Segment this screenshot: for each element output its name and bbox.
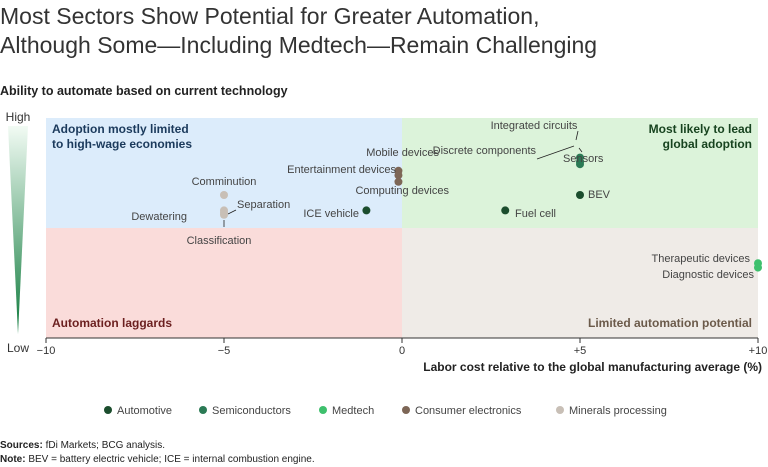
point-label: ICE vehicle [303, 208, 359, 220]
data-point [362, 206, 371, 215]
y-label-low: Low [7, 341, 29, 355]
point-label: Therapeutic devices [652, 253, 751, 265]
legend-swatch [556, 406, 564, 414]
point-label: Fuel cell [515, 208, 556, 220]
chart-title: Most Sectors Show Potential for Greater … [0, 2, 760, 60]
quadrant-bottom-left [46, 228, 402, 338]
x-tick-label: 0 [399, 345, 405, 357]
chart-title-line-2: Although Some—Including Medtech—Remain C… [0, 32, 598, 58]
quadrant-label-top-left: Adoption mostly limited [52, 122, 189, 136]
sources-text: fDi Markets; BCG analysis. [42, 440, 166, 451]
note-line: Note: BEV = battery electric vehicle; IC… [0, 454, 315, 465]
legend-label: Medtech [332, 405, 374, 417]
note-text: BEV = battery electric vehicle; ICE = in… [25, 454, 315, 465]
legend-label: Minerals processing [569, 405, 667, 417]
data-point [394, 177, 403, 186]
quadrant-label-top-right: global adoption [663, 137, 752, 151]
data-point [501, 206, 510, 215]
point-label: Computing devices [355, 185, 449, 197]
point-label: Comminution [192, 176, 257, 188]
leader-line [575, 130, 579, 141]
note-label: Note: [0, 454, 26, 465]
leader-line [578, 147, 583, 153]
legend-label: Automotive [117, 405, 172, 417]
data-point [576, 191, 584, 199]
point-label: Separation [237, 199, 290, 211]
legend-swatch [199, 406, 207, 414]
point-label: Entertainment devices [287, 164, 396, 176]
legend-swatch [104, 406, 112, 414]
sources-label: Sources: [0, 440, 43, 451]
quadrant-label-top-right: Most likely to lead [649, 122, 752, 136]
x-tick-label: +10 [749, 345, 768, 357]
x-tick-label: −10 [37, 345, 56, 357]
quadrant-label-top-left: to high-wage economies [52, 137, 192, 151]
legend-swatch [402, 406, 410, 414]
sources-line: Sources: fDi Markets; BCG analysis. [0, 440, 165, 451]
point-label: Discrete components [433, 145, 537, 157]
quadrant-bottom-right [402, 228, 758, 338]
x-tick-label: +5 [574, 345, 587, 357]
point-label: Classification [187, 235, 252, 247]
x-tick-label: −5 [218, 345, 231, 357]
quadrant-label-bottom-right: Limited automation potential [588, 316, 752, 330]
y-label-high: High [6, 110, 31, 124]
point-label: Dewatering [131, 211, 187, 223]
data-point [576, 160, 584, 169]
quadrant-top-right [402, 118, 758, 228]
data-point [754, 263, 762, 272]
point-label: Diagnostic devices [662, 269, 754, 281]
legend-label: Consumer electronics [415, 405, 522, 417]
point-label: Mobile devices [366, 147, 439, 159]
legend-label: Semiconductors [212, 405, 291, 417]
quadrant-label-bottom-left: Automation laggards [52, 316, 172, 330]
y-gradient-wedge [8, 126, 28, 334]
point-label: Integrated circuits [491, 120, 578, 132]
legend-swatch [319, 406, 327, 414]
leader-line [536, 145, 575, 160]
chart-subtitle: Ability to automate based on current tec… [0, 84, 288, 98]
data-point [220, 210, 228, 219]
x-axis-label: Labor cost relative to the global manufa… [423, 360, 762, 374]
point-label: BEV [588, 189, 611, 201]
chart-title-line-1: Most Sectors Show Potential for Greater … [0, 3, 540, 29]
data-point [220, 191, 228, 199]
leader-line [227, 209, 237, 215]
data-point [394, 171, 403, 180]
point-label: Sensors [563, 153, 604, 165]
